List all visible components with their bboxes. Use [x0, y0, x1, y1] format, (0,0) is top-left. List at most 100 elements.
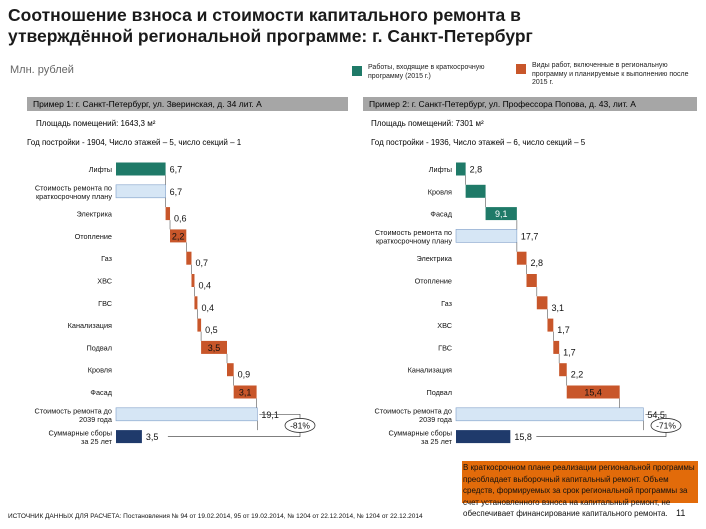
category-label-line: Лифты: [429, 165, 452, 174]
category-label-line: Газ: [441, 299, 453, 308]
waterfall-bar: [115, 407, 258, 422]
conclusion-box: [462, 461, 698, 503]
waterfall-bar: [116, 162, 166, 176]
waterfall-bar: [536, 296, 548, 310]
category-label: ХВС: [97, 277, 112, 286]
category-label: Стоимость ремонта до 2039 года: [35, 406, 113, 424]
example-1-area: Площадь помещений: 1643,3 м²: [36, 119, 156, 128]
category-label: Газ: [101, 254, 113, 263]
waterfall-bar: [553, 340, 560, 354]
waterfall-bar: [197, 318, 202, 332]
value-label: 54,5: [647, 410, 665, 420]
data-source: ИСТОЧНИК ДАННЫХ ДЛЯ РАСЧЕТА: Постановлен…: [8, 513, 423, 520]
waterfall-chart-example-1: Лифты 6,7 Стоимость ремонта по краткосрочно…: [35, 162, 316, 446]
category-label: Канализация: [68, 321, 112, 330]
waterfall-bar: [526, 274, 537, 287]
waterfall-bar: [455, 407, 644, 422]
conclusion-text: В краткосрочном плане реализации региона…: [463, 463, 695, 518]
legend-regional-label: Виды работ, включенные в региональную пр…: [532, 62, 689, 86]
value-label: 3,5: [208, 343, 221, 353]
difference-label: -81%: [290, 420, 310, 430]
waterfall-chart-example-2: Лифты 2,8 Кровля Фасад 9,1 Стоимость ремонта …: [375, 162, 682, 447]
category-label: Подвал: [86, 343, 112, 352]
value-label: 1,7: [563, 347, 576, 357]
value-label: 0,4: [201, 303, 214, 313]
category-label-line: Электрика: [417, 254, 453, 263]
category-label-line: Стоимость ремонта до: [35, 406, 112, 415]
category-label: Стоимость ремонта по краткосрочному плану: [35, 183, 112, 201]
category-label-line: Лифты: [89, 165, 112, 174]
category-label-line: 2039 года: [79, 415, 113, 424]
waterfall-bar: [233, 385, 257, 399]
example-1-year: Год постройки - 1904, Число этажей – 5, …: [27, 138, 242, 147]
value-label: 17,7: [521, 231, 539, 241]
waterfall-bar: [547, 318, 554, 332]
category-label: ГВС: [98, 299, 112, 308]
category-label-line: 2039 года: [419, 415, 453, 424]
value-label: 19,1: [261, 410, 279, 420]
category-label: Лифты: [89, 165, 112, 174]
waterfall-bar: [485, 207, 517, 221]
legend-short-term: Работы, входящие в краткосрочную програм…: [352, 64, 502, 86]
waterfall-bar: [170, 229, 187, 243]
value-label: 0,7: [195, 258, 208, 268]
category-label-line: Отопление: [75, 232, 112, 241]
page-number: 11: [676, 508, 686, 518]
category-label: Отопление: [415, 277, 452, 286]
waterfall-bar: [455, 229, 518, 243]
category-label-line: Кровля: [88, 366, 112, 375]
waterfall-bar: [516, 251, 527, 265]
waterfall-bar: [566, 385, 620, 399]
legend-regional: Виды работ, включенные в региональную пр…: [516, 62, 700, 92]
value-label: 2,8: [530, 258, 543, 268]
value-label: 0,4: [198, 281, 211, 291]
category-label-line: Электрика: [77, 210, 113, 219]
category-label-line: Канализация: [408, 366, 452, 375]
category-label-line: краткосрочному плану: [376, 236, 452, 245]
value-label: 3,1: [239, 388, 252, 398]
category-label-line: ХВС: [97, 277, 112, 286]
category-label-line: ХВС: [437, 321, 452, 330]
category-label-line: Стоимость ремонта по: [35, 183, 112, 192]
value-label: 9,1: [495, 209, 508, 219]
category-label: Кровля: [88, 366, 112, 375]
category-label-line: Фасад: [430, 210, 452, 219]
legend-regional-swatch: [516, 64, 526, 74]
category-label-line: Стоимость ремонта до: [375, 406, 452, 415]
waterfall-bar: [456, 162, 466, 176]
category-label-line: краткосрочному плану: [36, 192, 112, 201]
category-label: Электрика: [77, 210, 113, 219]
category-label-line: Подвал: [426, 388, 452, 397]
waterfall-bar: [115, 184, 166, 199]
category-label: Суммарные сборы за 25 лет: [388, 429, 452, 447]
value-label: 15,4: [584, 388, 602, 398]
value-label: 2,2: [571, 370, 584, 380]
unit-label: Млн. рублей: [10, 64, 74, 76]
category-label-line: Газ: [101, 254, 113, 263]
waterfall-bar: [456, 430, 511, 444]
difference-badge: [284, 418, 316, 433]
example-1-header: Пример 1: г. Санкт-Петербург, ул. Зверин…: [27, 97, 348, 111]
category-label-line: Подвал: [86, 343, 112, 352]
category-label: Стоимость ремонта до 2039 года: [375, 406, 453, 424]
waterfall-bar: [165, 207, 171, 221]
example-2-year: Год постройки - 1936, Число этажей – 6, …: [371, 138, 586, 147]
category-label-line: Канализация: [68, 321, 112, 330]
waterfall-bar: [116, 430, 142, 444]
value-label: 0,9: [238, 370, 251, 380]
category-label: Отопление: [75, 232, 112, 241]
difference-badge: [650, 418, 682, 433]
category-label-line: ГВС: [98, 299, 112, 308]
waterfall-bar: [186, 251, 192, 265]
category-label: Газ: [441, 299, 453, 308]
page-title: Соотношение взноса и стоимости капитальн…: [8, 5, 533, 46]
waterfall-bar: [194, 296, 198, 310]
category-label: ХВС: [437, 321, 452, 330]
category-label-line: Отопление: [415, 277, 452, 286]
value-label: 2,2: [172, 231, 185, 241]
waterfall-bar: [465, 184, 486, 198]
category-label: Стоимость ремонта по краткосрочному плану: [375, 228, 452, 246]
category-label: Электрика: [417, 254, 453, 263]
value-label: 6,7: [170, 187, 183, 197]
example-2-area: Площадь помещений: 7301 м²: [371, 119, 484, 128]
